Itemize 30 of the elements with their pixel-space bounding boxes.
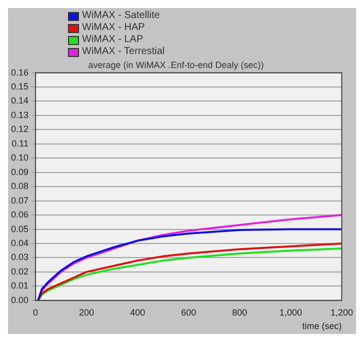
- y-tick-label: 0.14: [10, 96, 29, 106]
- legend-label: WiMAX - LAP: [82, 34, 144, 46]
- y-tick-label: 0.02: [10, 266, 29, 276]
- y-tick-label: 0.01: [10, 280, 29, 291]
- y-tick-label: 0.16: [10, 67, 29, 78]
- legend-label: WiMAX - Terrestial: [82, 46, 165, 58]
- x-tick-label: 1,200: [330, 307, 354, 318]
- legend-label: WiMAX - Satellite: [82, 10, 160, 22]
- x-tick-label: 0: [33, 307, 38, 318]
- x-tick-label: 200: [79, 307, 94, 318]
- x-tick-label: 1,000: [279, 307, 302, 318]
- x-tick-label: 400: [130, 307, 146, 318]
- y-tick-label: 0.15: [10, 82, 29, 92]
- chart-title: average (in WiMAX .Enf-to-end Dealy (sec)): [88, 60, 264, 70]
- y-tick-label: 0.10: [10, 152, 29, 163]
- x-axis-title: time (sec): [302, 321, 342, 332]
- legend-label: WiMAX - HAP: [82, 22, 145, 34]
- y-tick-label: 0.05: [10, 224, 29, 234]
- y-tick-label: 0.00: [10, 294, 29, 305]
- y-tick-label: 0.07: [10, 195, 29, 206]
- y-tick-label: 0.04: [10, 238, 29, 248]
- x-tick-label: 600: [181, 307, 196, 318]
- y-tick-label: 0.03: [10, 252, 29, 262]
- y-tick-label: 0.08: [10, 181, 29, 192]
- y-tick-label: 0.11: [12, 138, 29, 148]
- y-tick-label: 0.06: [10, 210, 29, 220]
- y-tick-label: 0.09: [10, 166, 29, 177]
- y-tick-label: 0.12: [10, 124, 29, 134]
- x-tick-label: 800: [232, 307, 248, 318]
- y-tick-label: 0.13: [10, 110, 29, 120]
